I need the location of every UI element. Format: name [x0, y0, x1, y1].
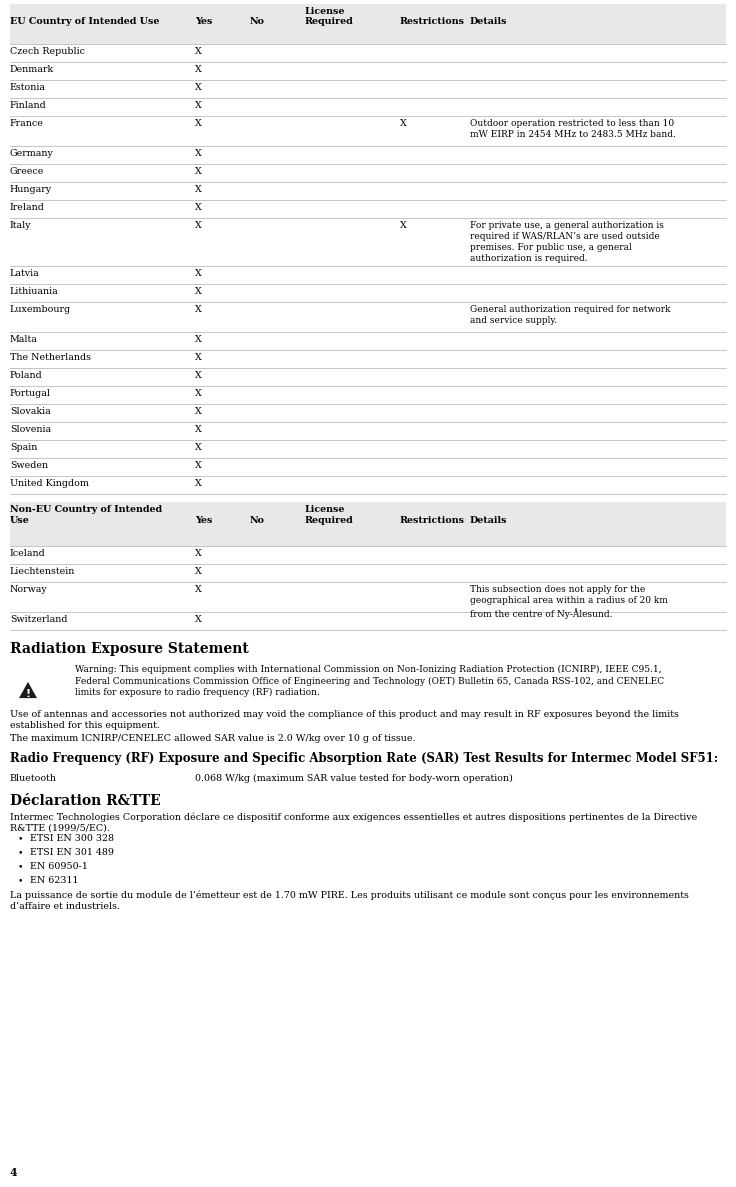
Text: The Netherlands: The Netherlands	[10, 353, 91, 362]
Text: X: X	[195, 480, 202, 488]
Text: !: !	[26, 688, 31, 699]
Text: Czech Republic: Czech Republic	[10, 47, 85, 56]
Text: Restrictions: Restrictions	[400, 516, 465, 525]
Text: X: X	[195, 372, 202, 380]
Text: Required: Required	[305, 17, 354, 26]
Text: X: X	[195, 65, 202, 74]
Text: ETSI EN 301 489: ETSI EN 301 489	[30, 848, 114, 857]
Text: Warning: This equipment complies with International Commission on Non-Ionizing R: Warning: This equipment complies with In…	[75, 665, 664, 698]
Text: License: License	[305, 7, 345, 15]
Text: •: •	[18, 862, 24, 871]
Text: Déclaration R&TTE: Déclaration R&TTE	[10, 794, 160, 808]
Text: X: X	[195, 443, 202, 452]
Text: Required: Required	[305, 516, 354, 525]
Text: Luxembourg: Luxembourg	[10, 305, 71, 315]
Text: X: X	[195, 287, 202, 296]
Text: EU Country of Intended Use: EU Country of Intended Use	[10, 17, 160, 26]
Text: Latvia: Latvia	[10, 269, 40, 278]
Text: X: X	[195, 221, 202, 230]
Text: 4: 4	[10, 1167, 18, 1178]
Text: Iceland: Iceland	[10, 550, 46, 558]
Text: Use of antennas and accessories not authorized may void the compliance of this p: Use of antennas and accessories not auth…	[10, 710, 679, 730]
Text: Bluetooth: Bluetooth	[10, 774, 57, 783]
Text: Liechtenstein: Liechtenstein	[10, 567, 75, 576]
Text: Non-EU Country of Intended: Non-EU Country of Intended	[10, 504, 162, 514]
Text: X: X	[195, 389, 202, 398]
Text: X: X	[195, 353, 202, 362]
Text: Details: Details	[470, 17, 508, 26]
Text: The maximum ICNIRP/CENELEC allowed SAR value is 2.0 W/kg over 10 g of tissue.: The maximum ICNIRP/CENELEC allowed SAR v…	[10, 734, 416, 743]
Text: X: X	[195, 461, 202, 470]
Text: Lithiuania: Lithiuania	[10, 287, 59, 296]
Text: Portugal: Portugal	[10, 389, 51, 398]
Text: Switzerland: Switzerland	[10, 615, 68, 624]
Text: •: •	[18, 848, 24, 857]
Text: EN 62311: EN 62311	[30, 876, 79, 886]
Text: ETSI EN 300 328: ETSI EN 300 328	[30, 834, 114, 843]
Text: Estonia: Estonia	[10, 83, 46, 93]
Text: X: X	[195, 83, 202, 93]
Text: Poland: Poland	[10, 372, 43, 380]
Text: Restrictions: Restrictions	[400, 17, 465, 26]
Text: Slovakia: Slovakia	[10, 407, 51, 415]
Text: Hungary: Hungary	[10, 185, 52, 193]
Text: •: •	[18, 876, 24, 886]
Text: No: No	[250, 516, 265, 525]
Text: 0.068 W/kg (maximum SAR value tested for body-worn operation): 0.068 W/kg (maximum SAR value tested for…	[195, 774, 513, 783]
Text: EN 60950-1: EN 60950-1	[30, 862, 88, 871]
Text: X: X	[195, 119, 202, 128]
Text: X: X	[195, 407, 202, 415]
Text: Denmark: Denmark	[10, 65, 54, 74]
Bar	[10, 502, 726, 546]
Text: Intermec Technologies Corporation déclare ce dispositif conforme aux exigences e: Intermec Technologies Corporation déclar…	[10, 812, 697, 832]
Text: La puissance de sortie du module de l’émetteur est de 1.70 mW PIRE. Les produits: La puissance de sortie du module de l’ém…	[10, 890, 689, 910]
Text: Use: Use	[10, 516, 29, 525]
Text: X: X	[195, 167, 202, 176]
Text: X: X	[195, 615, 202, 624]
Text: Ireland: Ireland	[10, 203, 45, 212]
Text: Details: Details	[470, 516, 508, 525]
Text: License: License	[305, 504, 345, 514]
Text: United Kingdom: United Kingdom	[10, 480, 89, 488]
Text: X: X	[195, 203, 202, 212]
Text: France: France	[10, 119, 44, 128]
Text: Yes: Yes	[195, 17, 213, 26]
Bar	[10, 4, 726, 44]
Text: X: X	[400, 119, 407, 128]
Text: General authorization required for network
and service supply.: General authorization required for netwo…	[470, 305, 670, 325]
Text: X: X	[195, 185, 202, 193]
Text: •: •	[18, 834, 24, 843]
Text: X: X	[400, 221, 407, 230]
Text: For private use, a general authorization is
required if WAS/RLAN’s are used outs: For private use, a general authorization…	[470, 221, 664, 264]
Text: Malta: Malta	[10, 335, 38, 344]
Text: Italy: Italy	[10, 221, 32, 230]
Text: No: No	[250, 17, 265, 26]
Text: Sweden: Sweden	[10, 461, 48, 470]
Text: Norway: Norway	[10, 585, 48, 594]
Text: X: X	[195, 425, 202, 434]
Text: X: X	[195, 150, 202, 158]
Text: Outdoor operation restricted to less than 10
mW EIRP in 2454 MHz to 2483.5 MHz b: Outdoor operation restricted to less tha…	[470, 119, 676, 139]
Text: Slovenia: Slovenia	[10, 425, 51, 434]
Text: X: X	[195, 567, 202, 576]
Text: Finland: Finland	[10, 101, 47, 110]
Text: Yes: Yes	[195, 516, 213, 525]
Text: Spain: Spain	[10, 443, 38, 452]
Text: Greece: Greece	[10, 167, 44, 176]
Text: Radiation Exposure Statement: Radiation Exposure Statement	[10, 642, 249, 656]
Text: X: X	[195, 305, 202, 315]
Text: X: X	[195, 550, 202, 558]
Text: X: X	[195, 269, 202, 278]
Text: This subsection does not apply for the
geographical area within a radius of 20 k: This subsection does not apply for the g…	[470, 585, 668, 618]
Text: X: X	[195, 335, 202, 344]
Text: X: X	[195, 585, 202, 594]
Text: Germany: Germany	[10, 150, 54, 158]
Polygon shape	[19, 681, 37, 698]
Text: X: X	[195, 47, 202, 56]
Text: Radio Frequency (RF) Exposure and Specific Absorption Rate (SAR) Test Results fo: Radio Frequency (RF) Exposure and Specif…	[10, 753, 718, 764]
Text: X: X	[195, 101, 202, 110]
